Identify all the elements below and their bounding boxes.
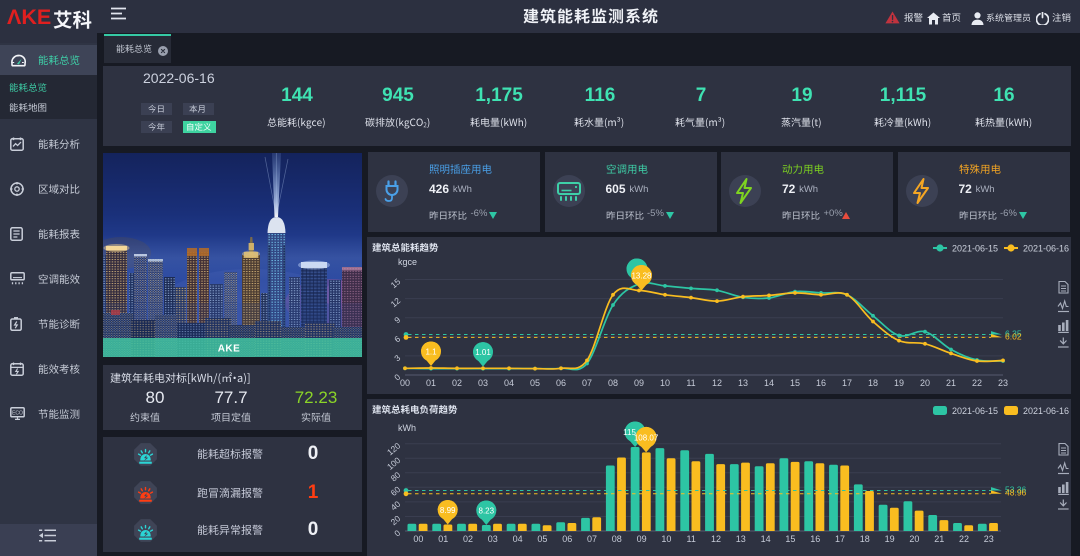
svg-text:11: 11: [686, 378, 695, 388]
svg-text:1.01: 1.01: [475, 348, 491, 357]
svg-text:17: 17: [835, 534, 845, 544]
svg-text:0: 0: [392, 372, 402, 383]
svg-text:08: 08: [608, 378, 618, 388]
svg-text:AKE: AKE: [218, 344, 241, 355]
svg-text:108.07: 108.07: [634, 433, 659, 442]
svg-text:10: 10: [661, 534, 671, 544]
svg-text:15: 15: [785, 534, 795, 544]
svg-text:17: 17: [842, 378, 852, 388]
svg-text:12: 12: [711, 534, 721, 544]
svg-text:12: 12: [389, 295, 403, 309]
svg-text:16: 16: [816, 378, 826, 388]
svg-text:1.1: 1.1: [425, 347, 437, 356]
svg-text:3: 3: [392, 353, 402, 364]
svg-text:18: 18: [868, 378, 878, 388]
svg-text:2021-06-15: 2021-06-15: [952, 244, 998, 254]
svg-text:15: 15: [790, 378, 800, 388]
svg-text:40: 40: [389, 499, 403, 513]
svg-text:02: 02: [463, 534, 473, 544]
svg-text:00: 00: [400, 378, 410, 388]
svg-text:06: 06: [562, 534, 572, 544]
svg-text:8.23: 8.23: [479, 506, 495, 515]
svg-text:15: 15: [389, 276, 403, 290]
svg-text:07: 07: [582, 378, 592, 388]
svg-text:02: 02: [452, 378, 462, 388]
svg-text:07: 07: [587, 534, 597, 544]
svg-text:2021-06-16: 2021-06-16: [1023, 406, 1069, 416]
svg-text:00: 00: [413, 534, 423, 544]
svg-text:19: 19: [885, 534, 895, 544]
svg-text:19: 19: [894, 378, 904, 388]
svg-text:05: 05: [537, 534, 547, 544]
svg-text:20: 20: [920, 378, 930, 388]
svg-text:20: 20: [389, 513, 403, 527]
svg-text:6: 6: [392, 334, 402, 345]
svg-text:13: 13: [736, 534, 746, 544]
svg-text:21: 21: [934, 534, 944, 544]
svg-text:2021-06-15: 2021-06-15: [952, 406, 998, 416]
svg-text:10: 10: [660, 378, 670, 388]
svg-text:60: 60: [389, 484, 403, 498]
svg-text:01: 01: [438, 534, 448, 544]
svg-text:01: 01: [426, 378, 436, 388]
svg-text:14: 14: [764, 378, 774, 388]
svg-text:ECO: ECO: [12, 410, 23, 416]
svg-text:kgce: kgce: [398, 257, 417, 267]
svg-text:53.36: 53.36: [1005, 485, 1027, 495]
svg-text:21: 21: [946, 378, 956, 388]
svg-text:22: 22: [972, 378, 982, 388]
svg-text:03: 03: [488, 534, 498, 544]
svg-text:12: 12: [712, 378, 722, 388]
svg-text:kWh: kWh: [398, 423, 416, 433]
svg-text:20: 20: [909, 534, 919, 544]
svg-text:14: 14: [761, 534, 771, 544]
svg-text:06: 06: [556, 378, 566, 388]
svg-text:100: 100: [385, 455, 403, 472]
svg-text:6.35: 6.35: [1005, 329, 1022, 339]
svg-text:04: 04: [513, 534, 523, 544]
svg-text:8.99: 8.99: [440, 506, 456, 515]
svg-text:08: 08: [612, 534, 622, 544]
svg-text:115.45: 115.45: [623, 428, 647, 437]
svg-text:0: 0: [392, 528, 402, 539]
svg-text:04: 04: [504, 378, 514, 388]
svg-text:23: 23: [998, 378, 1008, 388]
svg-text:16: 16: [810, 534, 820, 544]
svg-text:05: 05: [530, 378, 540, 388]
svg-text:09: 09: [637, 534, 647, 544]
svg-text:11: 11: [687, 534, 696, 544]
svg-text:13: 13: [738, 378, 748, 388]
svg-text:120: 120: [385, 440, 403, 457]
svg-text:22: 22: [959, 534, 969, 544]
svg-text:13.28: 13.28: [631, 271, 652, 280]
svg-text:03: 03: [478, 378, 488, 388]
svg-text:2021-06-16: 2021-06-16: [1023, 244, 1069, 254]
svg-text:18: 18: [860, 534, 870, 544]
svg-text:9: 9: [392, 314, 402, 325]
svg-text:23: 23: [984, 534, 994, 544]
svg-text:6.02: 6.02: [1005, 332, 1022, 342]
svg-text:09: 09: [634, 378, 644, 388]
svg-text:48.96: 48.96: [1005, 488, 1027, 498]
